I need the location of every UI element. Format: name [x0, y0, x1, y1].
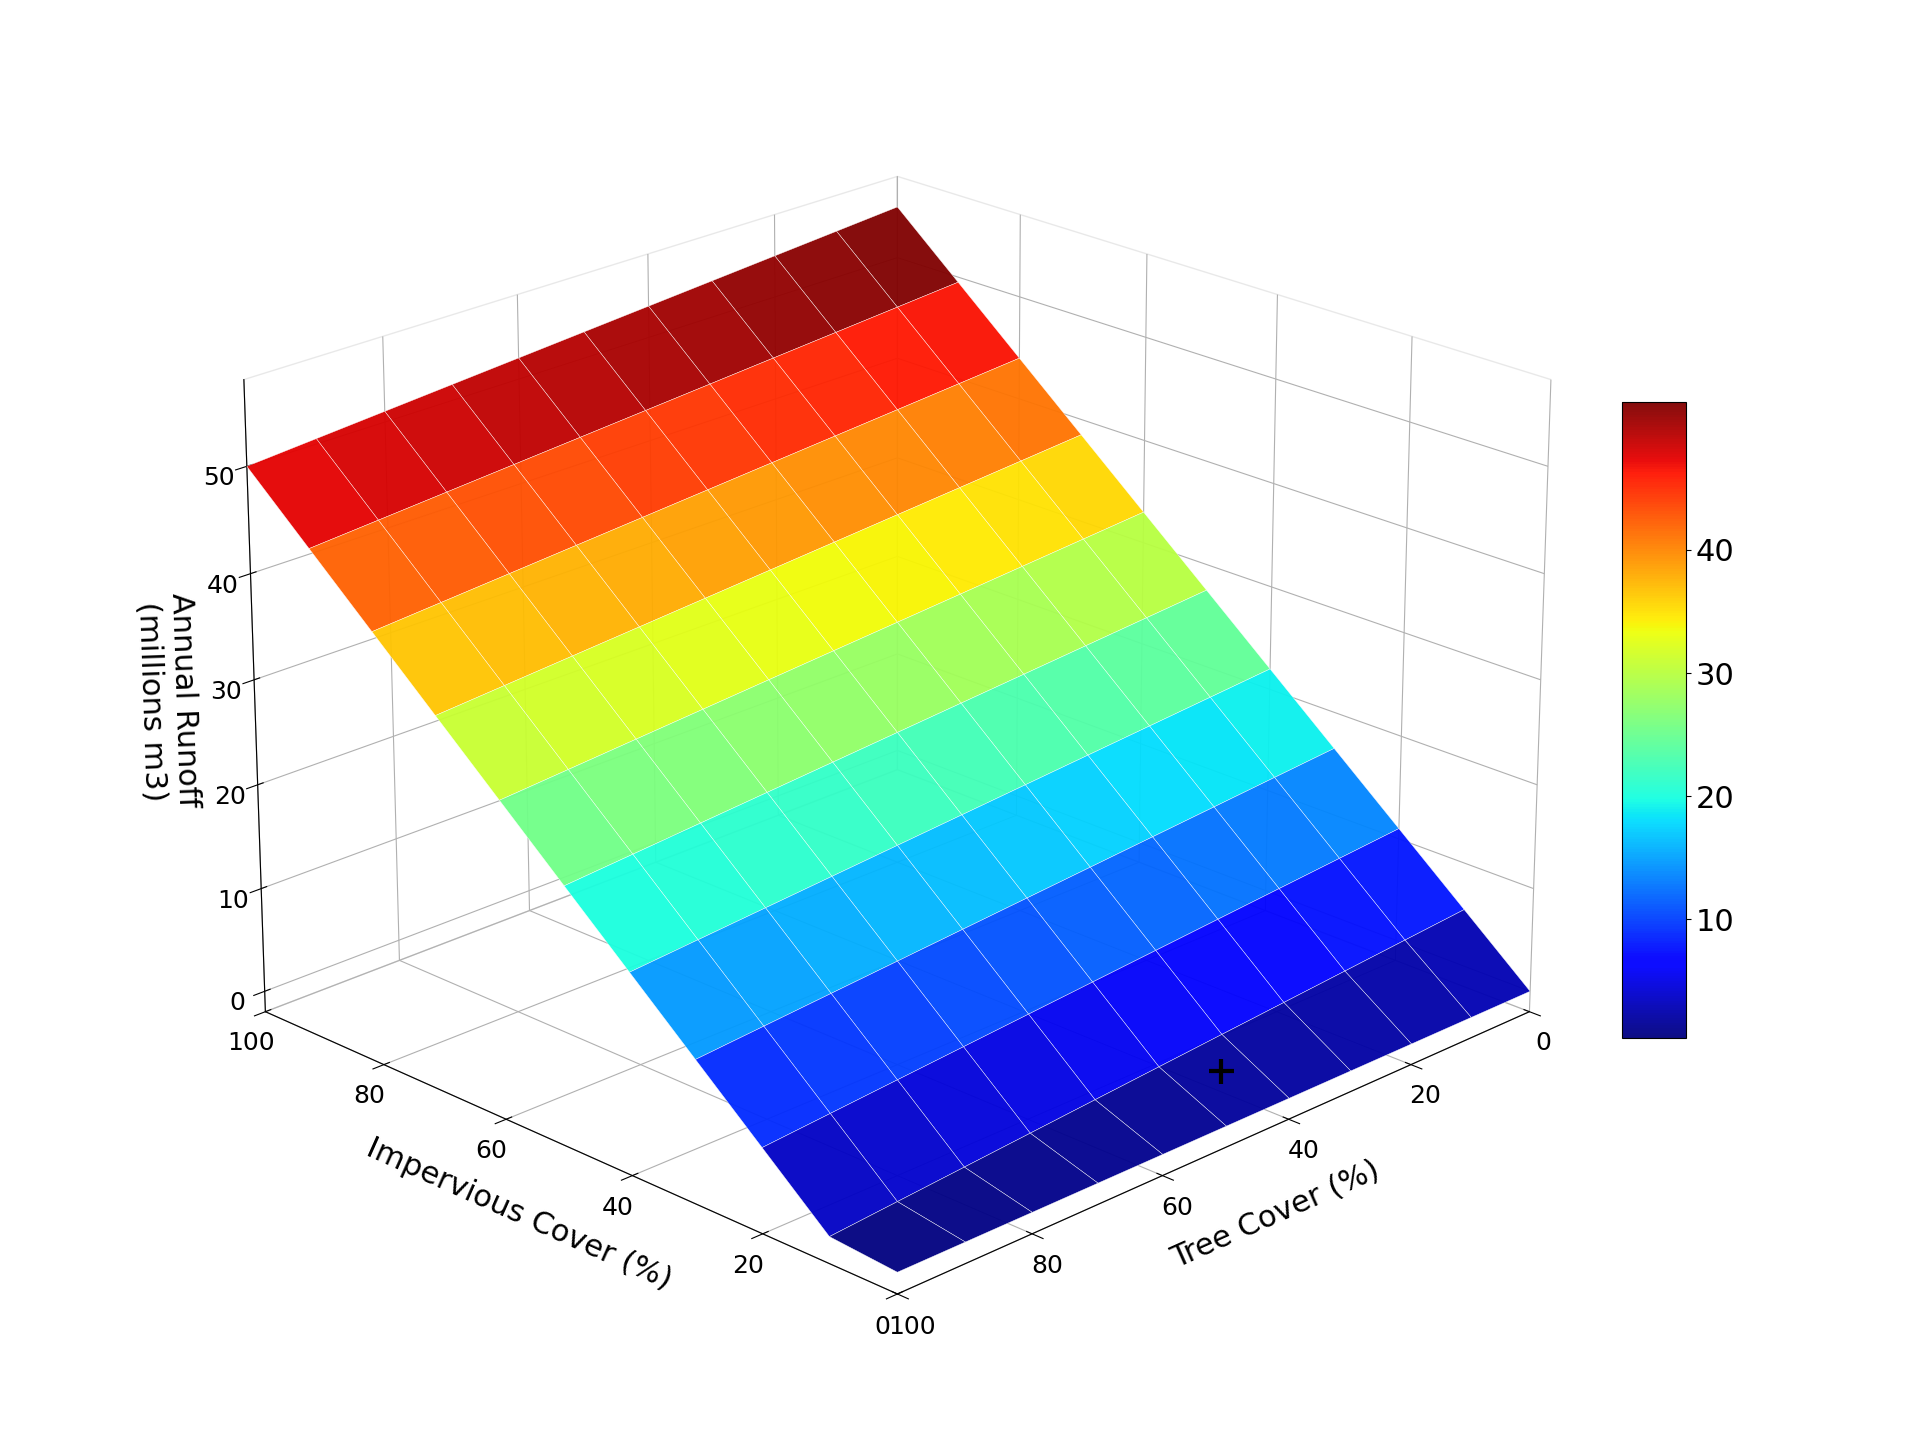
Y-axis label: Impervious Cover (%): Impervious Cover (%) — [363, 1133, 676, 1296]
X-axis label: Tree Cover (%): Tree Cover (%) — [1167, 1155, 1384, 1274]
